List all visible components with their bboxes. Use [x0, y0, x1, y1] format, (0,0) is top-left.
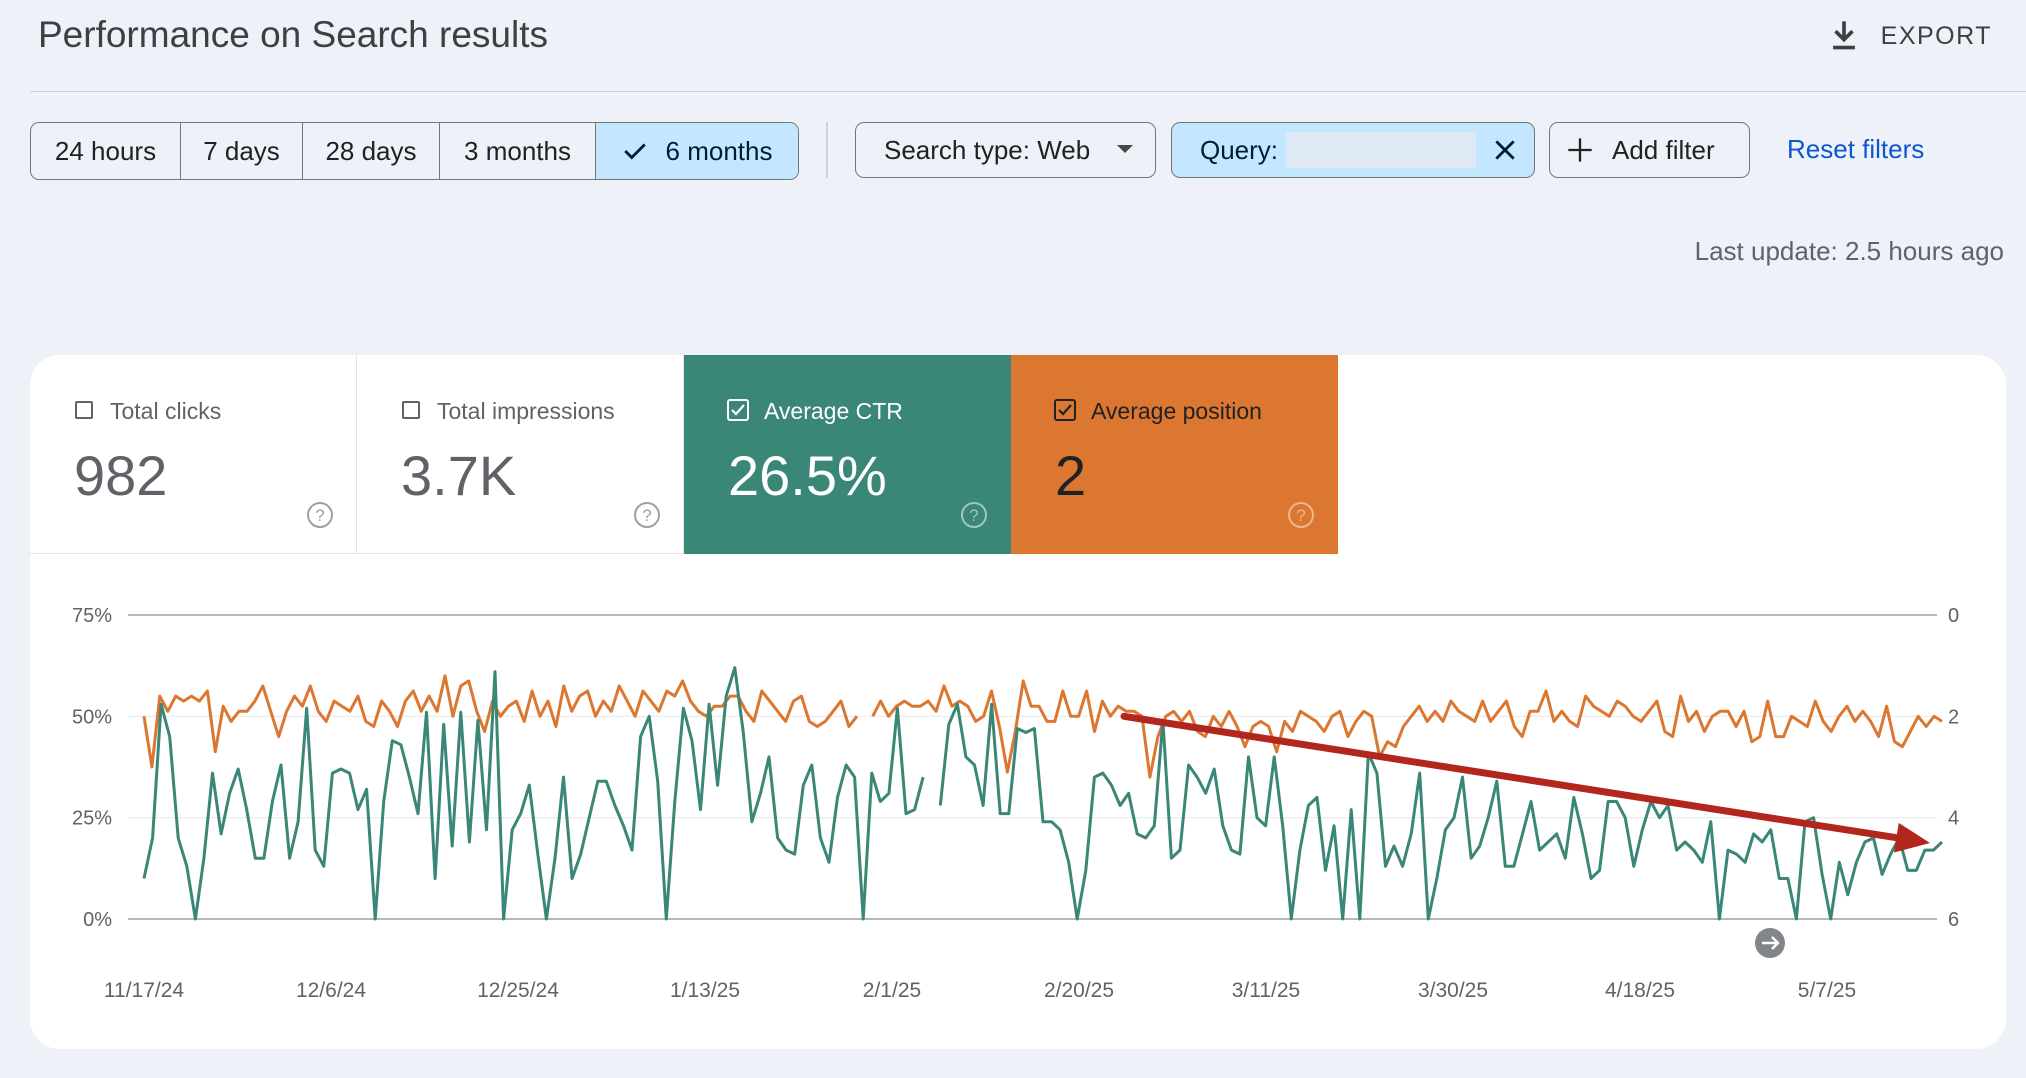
query-filter-chip[interactable]: Query: — [1171, 122, 1535, 178]
reset-filters-link[interactable]: Reset filters — [1787, 134, 1925, 164]
metric-total-impressions[interactable]: Total impressions 3.7K ? — [357, 355, 684, 554]
scroll-right-icon-arrow — [1762, 936, 1780, 950]
header-divider — [30, 91, 2026, 92]
y-left-tick-label: 75% — [72, 605, 112, 627]
performance-chart: 75% 50% 25% 0% 0 2 4 6 11/17/24 12/6/24 12/25/24 1/… — [72, 605, 1959, 1002]
range-3-months[interactable]: 3 months — [440, 123, 596, 179]
range-6-months[interactable]: 6 months — [596, 123, 798, 179]
add-filter-button[interactable]: Add filter — [1549, 122, 1750, 178]
series-average-position-line — [142, 674, 859, 769]
help-icon[interactable]: ? — [633, 501, 661, 529]
metric-label: Total clicks — [110, 398, 222, 424]
add-filter-label: Add filter — [1612, 134, 1715, 165]
checkbox-unchecked-icon[interactable] — [75, 401, 93, 419]
help-icon[interactable]: ? — [306, 501, 334, 529]
close-icon[interactable] — [1492, 137, 1518, 163]
checkbox-checked-icon[interactable] — [727, 399, 749, 421]
search-type-dropdown[interactable]: Search type: Web — [855, 122, 1156, 178]
download-icon — [1832, 21, 1855, 50]
y-left-tick-label: 25% — [72, 808, 112, 830]
metric-label: Average position — [1091, 398, 1262, 424]
range-24-hours[interactable]: 24 hours — [31, 123, 181, 179]
series-average-ctr-line — [938, 702, 1944, 921]
trend-arrow-head — [1894, 822, 1930, 853]
metric-cards: Total clicks 982 ? Total impressions 3.7… — [30, 355, 1338, 554]
help-icon[interactable]: ? — [960, 501, 988, 529]
last-update-text: Last update: 2.5 hours ago — [1694, 236, 2004, 266]
trend-arrow-shaft — [1120, 712, 1900, 842]
range-label: 7 days — [203, 135, 280, 166]
help-icon[interactable]: ? — [1287, 501, 1315, 529]
range-7-days[interactable]: 7 days — [181, 123, 303, 179]
y-left-tick-label: 50% — [72, 706, 112, 728]
x-tick-label: 12/25/24 — [477, 979, 559, 1002]
checkbox-checked-icon[interactable] — [1054, 399, 1076, 421]
series-average-ctr-line — [142, 666, 925, 921]
check-icon — [623, 143, 646, 160]
svg-text:?: ? — [642, 506, 651, 525]
svg-text:?: ? — [1296, 506, 1305, 525]
x-tick-label: 4/18/25 — [1605, 979, 1675, 1002]
search-type-label: Search type: Web — [884, 134, 1091, 165]
metric-value: 26.5% — [728, 444, 887, 507]
x-tick-label: 11/17/24 — [104, 979, 185, 1002]
scroll-right-icon[interactable] — [1755, 928, 1785, 958]
range-label: 6 months — [665, 135, 773, 166]
range-label: 28 days — [325, 135, 417, 166]
metric-average-position[interactable]: Average position 2 ? — [1011, 355, 1338, 554]
metric-total-clicks[interactable]: Total clicks 982 ? — [30, 355, 357, 554]
y-right-tick-label: 4 — [1948, 808, 1959, 830]
date-range-selector: 24 hours 7 days 28 days 3 months 6 month… — [30, 122, 799, 180]
x-tick-label: 12/6/24 — [296, 979, 366, 1002]
x-tick-label: 2/20/25 — [1044, 979, 1114, 1002]
metric-value: 2 — [1055, 444, 1087, 507]
checkbox-unchecked-icon[interactable] — [402, 401, 420, 419]
metric-value: 3.7K — [401, 444, 517, 507]
y-right-tick-label: 6 — [1948, 909, 1959, 931]
range-label: 24 hours — [54, 135, 157, 166]
range-28-days[interactable]: 28 days — [303, 123, 440, 179]
x-tick-label: 1/13/25 — [670, 979, 740, 1002]
y-right-tick-label: 0 — [1948, 605, 1959, 627]
caret-down-icon — [1117, 145, 1133, 153]
plus-icon — [1568, 138, 1592, 162]
metric-value: 982 — [74, 444, 168, 507]
metric-label: Total impressions — [437, 398, 615, 424]
x-tick-label: 3/11/25 — [1232, 979, 1301, 1002]
query-label: Query: — [1200, 134, 1279, 165]
metric-average-ctr[interactable]: Average CTR 26.5% ? — [684, 355, 1011, 554]
metric-label: Average CTR — [764, 398, 903, 424]
export-button[interactable]: EXPORT — [1829, 14, 1992, 58]
export-label: EXPORT — [1880, 21, 1992, 50]
svg-text:?: ? — [969, 506, 978, 525]
query-value-redacted — [1286, 132, 1477, 168]
y-left-tick-label: 0% — [83, 909, 112, 931]
series-average-position-line — [871, 679, 1943, 779]
y-right-tick-label: 2 — [1948, 706, 1959, 728]
page-title: Performance on Search results — [38, 14, 549, 55]
x-tick-label: 5/7/25 — [1798, 979, 1856, 1002]
svg-text:?: ? — [315, 506, 324, 525]
performance-card: Total clicks 982 ? Total impressions 3.7… — [30, 355, 2006, 1049]
x-tick-label: 2/1/25 — [863, 979, 921, 1002]
filter-separator — [826, 122, 828, 178]
x-tick-label: 3/30/25 — [1418, 979, 1488, 1002]
range-label: 3 months — [464, 135, 571, 166]
